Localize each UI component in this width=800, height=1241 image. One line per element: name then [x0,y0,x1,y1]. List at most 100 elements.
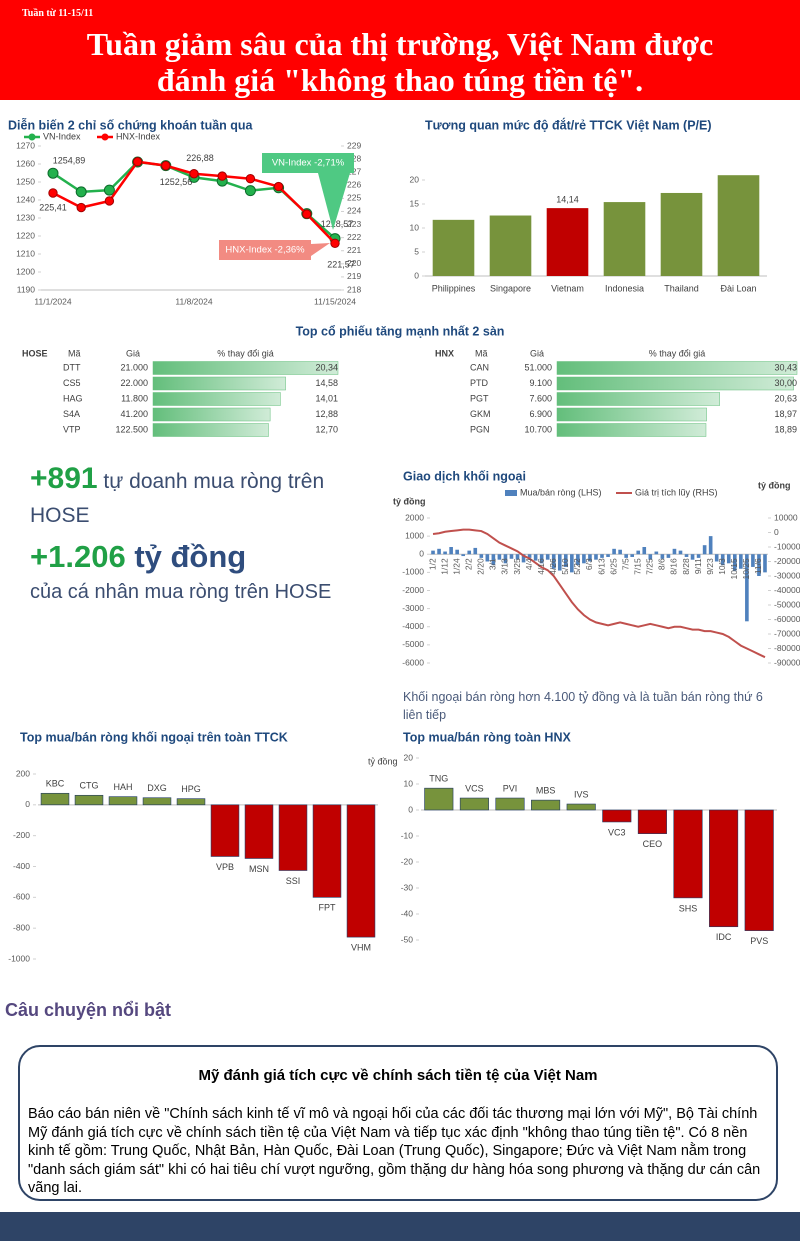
annotation-box [219,240,311,260]
x-tick-label: 4/4 [524,558,534,570]
bar [545,554,550,560]
category-label: FPT [319,903,337,913]
bar [684,554,689,557]
y-tick-label: 1000 [405,530,424,540]
y-tick-label: -5000 [402,639,424,649]
x-tick-label: 10/3 [717,558,727,575]
bar [527,554,532,558]
y-tick-label: 221 [347,245,361,255]
value-label: 12,70 [315,424,338,434]
point [161,160,171,171]
x-tick-label: 3/1 [488,558,498,570]
bar [666,554,671,558]
value-label: 20,34 [315,362,338,372]
category-label: MSN [249,864,269,874]
stock-price: 122.500 [115,424,148,434]
y-tick-label: 220 [347,258,361,268]
bar [449,547,453,555]
bar [424,787,454,811]
y-tick-label: 227 [347,166,361,176]
bar [745,554,749,622]
bar [600,554,604,558]
x-tick-label: 4/16 [536,558,546,575]
y-tick-label: 1250 [16,176,35,186]
y-tick-label: 0 [408,804,413,814]
point [330,238,340,248]
y-tick-label: -600 [13,892,30,902]
x-tick-label: 6/25 [608,558,618,575]
y-tick-label: 2000 [405,512,424,522]
y-tick-label: 224 [347,206,361,216]
point [217,171,227,181]
y-tick-label: 15 [410,198,420,208]
chart-title: Giao dịch khối ngoại [403,469,526,483]
section-heading: Câu chuyện nổi bật [5,1000,172,1020]
bar [576,554,580,566]
bar [606,554,610,557]
bar [142,797,172,806]
category-label: Singapore [490,283,531,293]
y-tick-label: 1200 [16,266,35,276]
y-tick-label: 218 [347,284,361,294]
stock-code: PGT [470,393,489,403]
column-header: Mã [475,348,488,358]
stat-unit: tỷ đồng [134,539,247,574]
stock-code: CS5 [63,378,81,388]
y-tick-label: 5 [414,246,419,256]
y-tick-label: 1230 [16,212,35,222]
y-tick-label: 0 [414,270,419,280]
y-tick-label: -3000 [402,603,424,613]
bar [539,554,544,564]
y-tick-label: -2000 [402,585,424,595]
bar [503,554,508,564]
category-label: IVS [574,789,589,799]
x-tick-label: 6/13 [596,558,606,575]
x-tick-label: 11/8/2024 [175,296,212,306]
legend-marker [101,133,109,141]
legend-swatch [505,490,517,496]
category-label: VPB [216,862,234,872]
x-tick-label: 6/3 [584,558,594,570]
bar [546,208,589,276]
bar [461,554,466,557]
x-tick-label: 7/5 [620,558,630,570]
value-label: 1218,57 [321,219,354,229]
value-label: 221,57 [327,260,355,270]
stock-price: 21.000 [120,362,148,372]
bar [152,361,339,375]
bar [152,392,281,406]
point [47,167,59,179]
point [48,188,58,198]
bar [751,554,755,567]
y-tick-label: -400 [13,861,30,871]
x-tick-label: 3/13 [500,558,510,575]
legend-marker [28,133,36,141]
story-title: Mỹ đánh giá tích cực về chính sách tiền … [198,1067,598,1084]
x-tick-label: 10/25 [741,558,751,580]
y-tick-label: 20 [404,752,414,762]
bar [551,554,556,569]
bar [455,549,459,555]
bar [443,551,447,555]
y-tick-label: 219 [347,271,361,281]
y-tick-label: -80000 [774,643,800,653]
bar [696,554,701,558]
y-tick-label: -50000 [774,599,800,609]
category-label: PVS [750,936,768,946]
chart-title: Diễn biến 2 chỉ số chứng khoán tuần qua [8,117,254,132]
point [104,196,115,206]
bar [637,809,667,834]
category-label: TNG [429,774,448,784]
x-tick-label: 11/6 [753,558,763,574]
bar [642,547,647,555]
value-label: 18,89 [774,424,797,434]
x-tick-label: 11/15/2024 [314,296,356,306]
y-tick-label: 10 [410,222,420,232]
stock-price: 51.000 [524,362,552,372]
page-title: Tuần giảm sâu của thị trường, Việt Nam đ… [86,26,714,98]
value-label: 225,41 [39,202,67,212]
point [302,209,312,219]
y-tick-label: 1210 [16,248,35,258]
annotation-box [262,153,354,173]
bar [618,549,622,555]
